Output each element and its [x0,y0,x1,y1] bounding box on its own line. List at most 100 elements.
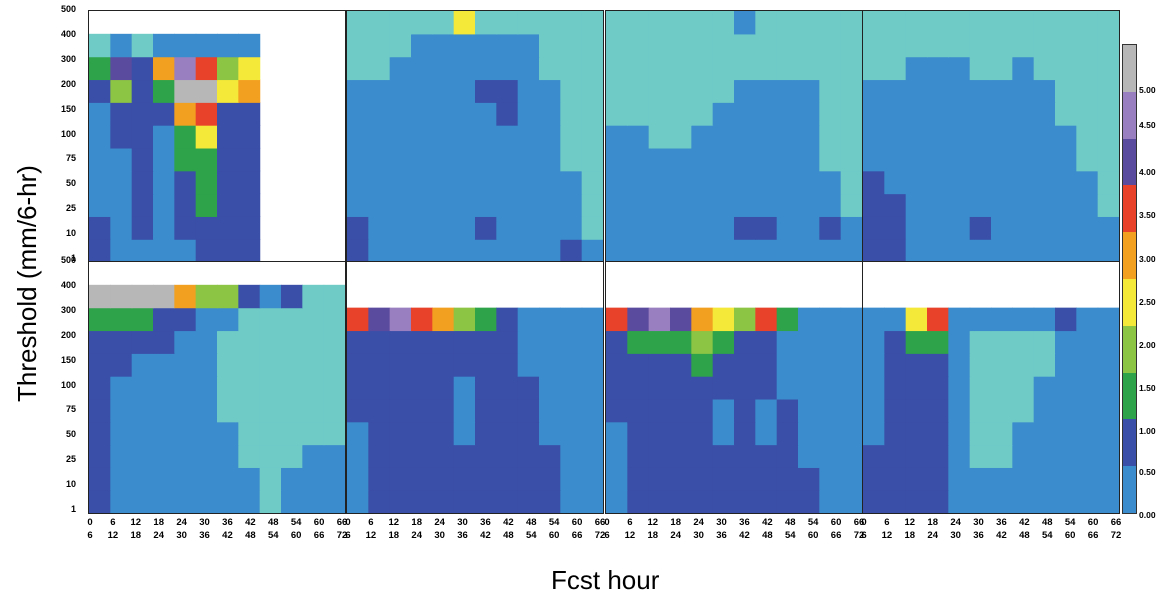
heatmap-cell [884,421,907,446]
heatmap-cell [153,398,175,423]
heatmap-cell [991,56,1013,81]
heatmap-cell [734,398,756,423]
heatmap-cell [496,467,519,491]
heatmap-cell [347,490,369,513]
heatmap-cell [840,11,862,35]
heatmap-cell [496,33,519,58]
heatmap-cell [195,467,218,491]
heatmap-cell [89,353,111,377]
heatmap-cell [863,307,885,332]
heatmap-cell [1055,444,1077,468]
heatmap-cell [840,307,862,332]
heatmap-cell [411,33,433,58]
x-tick-label: 42 [503,517,514,528]
heatmap-cell [217,284,239,309]
heatmap-cell [517,353,540,377]
heatmap-cell [840,376,862,400]
heatmap-svg [89,33,261,262]
heatmap-cell [217,33,239,58]
heatmap-cell [712,239,735,262]
heatmap-cell [969,307,992,332]
heatmap-cell [969,193,992,217]
heatmap-cell [195,444,218,468]
x-tick-label: 60 [313,517,325,528]
x-tick-label: 60 [807,530,819,541]
heatmap-cell [670,125,692,149]
heatmap-cell [819,239,842,262]
x-tick-label: 54 [1041,530,1053,541]
heatmap-cell [174,193,197,217]
heatmap-cell [238,193,261,217]
heatmap-cell [776,490,799,513]
y-tick-label: 400 [60,28,76,39]
heatmap-cell [1097,376,1119,400]
heatmap-cell [648,307,671,332]
heatmap-cell [453,193,476,217]
heatmap-cell [581,147,603,172]
heatmap-cell [368,467,391,491]
heatmap-cell [1055,33,1077,58]
x-tick-label: 72 [336,530,348,541]
heatmap-cell [411,125,433,149]
heatmap-cell [1033,421,1056,446]
heatmap-cell [110,33,133,58]
heatmap-cell [863,444,885,468]
heatmap-cell [432,102,455,126]
x-tick-label: 18 [130,530,142,541]
heatmap-cell [453,376,476,400]
heatmap-cell [1055,490,1077,513]
heatmap-cell [496,193,519,217]
heatmap-cell [927,79,949,103]
heatmap-cell [712,444,735,468]
heatmap-cell [217,56,239,81]
heatmap-cell [627,398,650,423]
heatmap-cell [863,125,885,149]
heatmap-cell [475,376,497,400]
x-tick-label: 42 [222,530,233,541]
heatmap-cell [691,125,714,149]
x-tick-label: 18 [411,517,422,528]
heatmap-cell [153,353,175,377]
x-tick-label: 36 [739,517,750,528]
x-tick-label: 42 [762,517,773,528]
heatmap-cell [734,33,756,58]
heatmap-cell [648,444,671,468]
x-tick-label: 12 [388,517,400,528]
y-tick-label: 150 [60,354,76,365]
heatmap-cell [670,79,692,103]
heatmap-cell [560,376,583,400]
heatmap-cell [539,170,561,195]
y-tick-label: 100 [60,379,76,390]
heatmap-cell [819,216,842,240]
heatmap-cell [1076,193,1099,217]
heatmap-cell [969,79,992,103]
colorbar-tick-label: 5.00 [1139,85,1156,95]
heatmap-cell [560,79,583,103]
x-tick-label: 42 [480,530,491,541]
heatmap-cell [712,398,735,423]
heatmap-cell [670,376,692,400]
heatmap-cell [755,170,778,195]
heatmap-cell [905,467,928,491]
heatmap-cell [323,284,345,309]
heatmap-cell [432,239,455,262]
heatmap-cell [691,147,714,172]
heatmap-cell [1033,193,1056,217]
heatmap-cell [712,467,735,491]
heatmap-cell [927,490,949,513]
heatmap-cell [863,398,885,423]
heatmap-cell [432,125,455,149]
heatmap-cell [776,193,799,217]
heatmap-cell [174,284,197,309]
heatmap-cell [153,33,175,58]
heatmap-cell [819,490,842,513]
colorbar-tick-label: 3.00 [1139,254,1156,264]
heatmap-cell [905,216,928,240]
heatmap-cell [560,11,583,35]
heatmap-cell [927,353,949,377]
heatmap-cell [776,444,799,468]
heatmap-cell [1055,307,1077,332]
heatmap-cell [776,239,799,262]
heatmap-cell [539,239,561,262]
heatmap-cell [581,330,603,354]
